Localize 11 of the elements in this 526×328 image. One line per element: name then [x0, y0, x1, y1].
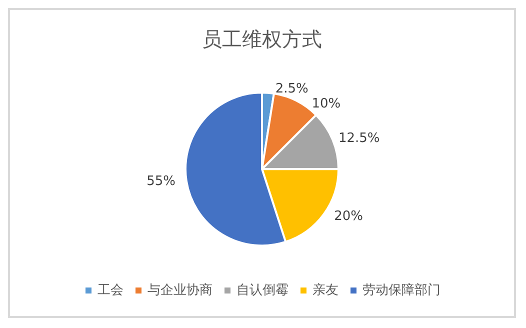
data-label: 55%	[146, 174, 176, 190]
data-label: 20%	[334, 208, 364, 224]
data-label: 12.5%	[338, 130, 380, 146]
legend-label: 与企业协商	[148, 283, 212, 298]
data-label: 2.5%	[275, 81, 308, 96]
legend-label: 劳动保障部门	[362, 282, 440, 298]
chart-title: 员工维权方式	[202, 27, 322, 51]
legend-label: 工会	[98, 283, 124, 298]
data-label: 10%	[312, 96, 341, 112]
legend-label: 亲友	[312, 283, 338, 298]
legend-label: 自认倒霉	[236, 283, 288, 298]
